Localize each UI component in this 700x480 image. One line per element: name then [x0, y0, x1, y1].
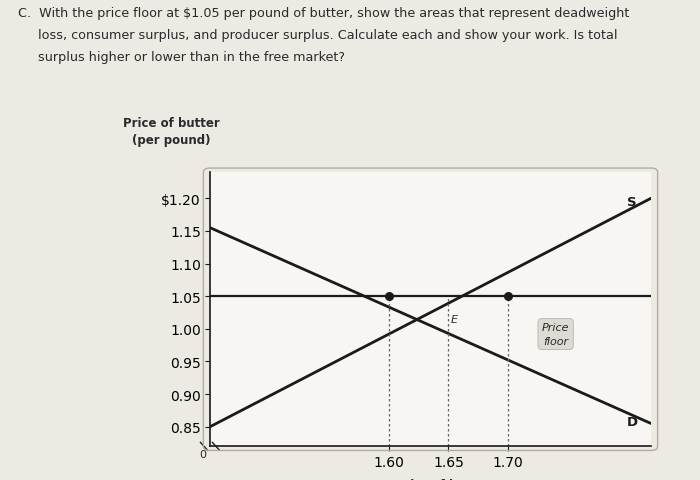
Text: 0: 0 — [199, 449, 206, 459]
Text: S: S — [627, 196, 637, 209]
Text: C.  With the price floor at $1.05 per pound of butter, show the areas that repre: C. With the price floor at $1.05 per pou… — [18, 7, 629, 20]
X-axis label: Quantity of butter
(billions of pounds): Quantity of butter (billions of pounds) — [366, 478, 495, 480]
Text: Price
floor: Price floor — [542, 323, 569, 346]
Text: D: D — [627, 415, 638, 428]
Text: Price of butter: Price of butter — [123, 117, 220, 130]
Text: surplus higher or lower than in the free market?: surplus higher or lower than in the free… — [18, 50, 344, 63]
Text: (per pound): (per pound) — [132, 133, 211, 146]
Text: E: E — [451, 314, 458, 324]
Text: loss, consumer surplus, and producer surplus. Calculate each and show your work.: loss, consumer surplus, and producer sur… — [18, 29, 617, 42]
